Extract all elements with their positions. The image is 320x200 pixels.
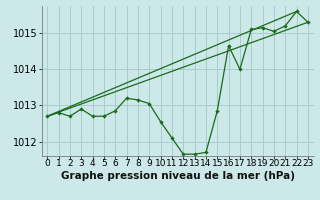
X-axis label: Graphe pression niveau de la mer (hPa): Graphe pression niveau de la mer (hPa) bbox=[60, 171, 295, 181]
